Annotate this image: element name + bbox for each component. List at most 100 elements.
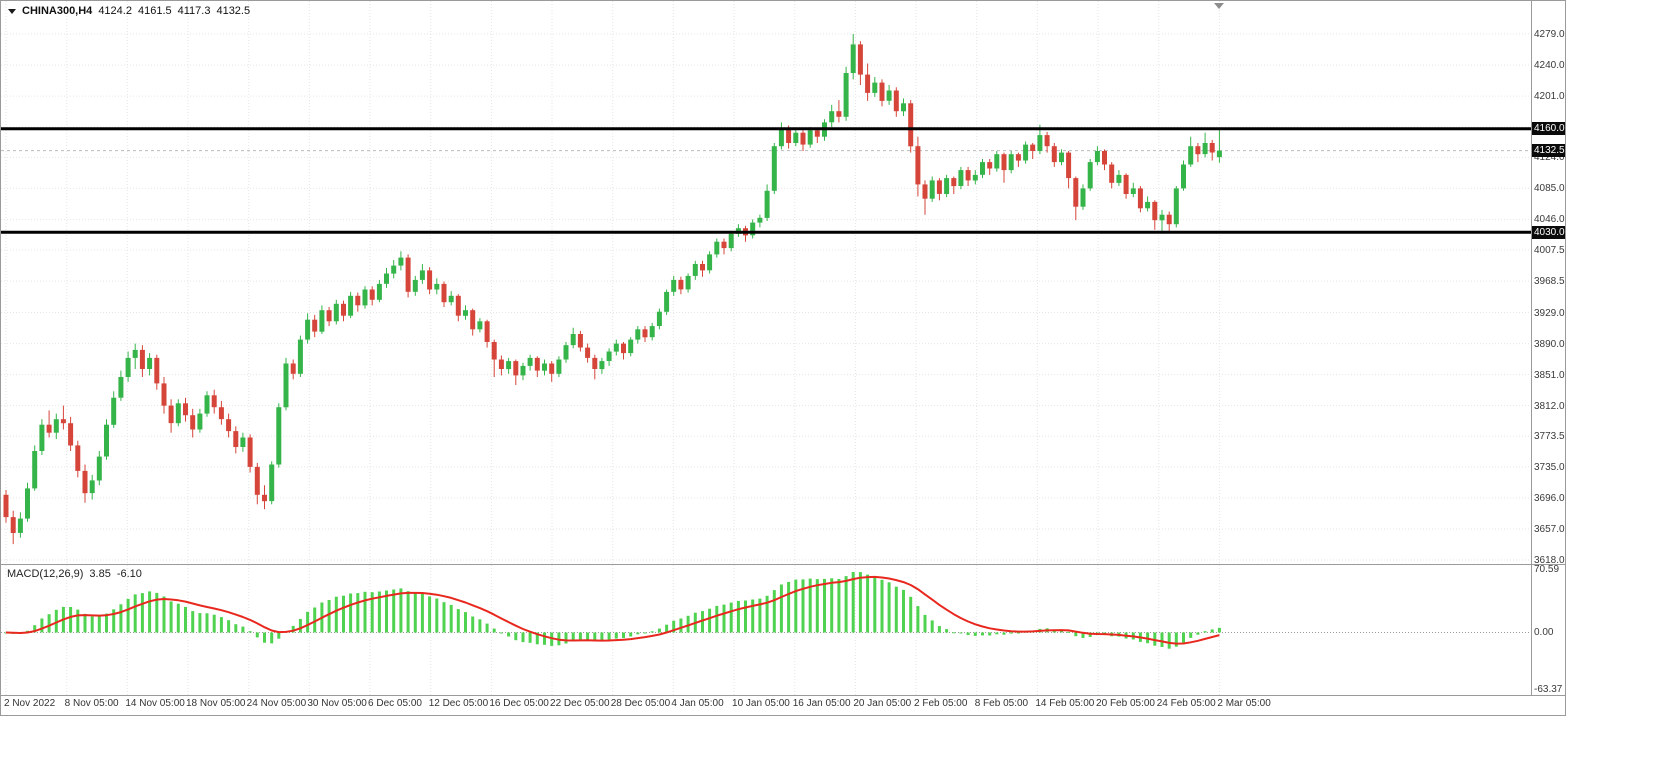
candle-body — [398, 257, 404, 266]
macd-histogram-bar — [83, 613, 87, 633]
macd-histogram-bar — [370, 592, 374, 633]
time-axis-label: 24 Feb 05:00 — [1156, 698, 1216, 709]
candle-body — [829, 111, 835, 123]
macd-histogram-bar — [729, 602, 733, 633]
candle-body — [972, 174, 978, 181]
candle-body — [936, 180, 942, 194]
candle-body — [183, 403, 188, 416]
candle-body — [850, 44, 856, 73]
macd-histogram-bar — [499, 632, 503, 634]
chart-title: CHINA300,H4 4124.2 4161.5 4117.3 4132.5 — [8, 5, 250, 17]
candle-body — [283, 363, 289, 408]
macd-histogram-bar — [758, 598, 762, 633]
macd-tick-label: 0.00 — [1534, 627, 1554, 639]
macd-histogram-bar — [751, 599, 755, 633]
candle-body — [656, 311, 662, 326]
main-price-chart[interactable] — [1, 1, 1531, 564]
candle-body — [369, 289, 375, 300]
macd-histogram-bar — [298, 618, 302, 633]
macd-histogram-bar — [90, 616, 94, 633]
macd-histogram-bar — [456, 609, 460, 633]
macd-histogram-bar — [543, 632, 546, 645]
time-axis-label: 18 Nov 05:00 — [186, 698, 246, 709]
time-axis-label: 16 Jan 05:00 — [792, 698, 851, 709]
macd-histogram-bar — [291, 625, 295, 633]
price-tick-label: 4124.0 — [1534, 152, 1565, 164]
candle-body — [60, 419, 66, 424]
candle-body — [463, 310, 468, 316]
macd-histogram-bar — [227, 620, 231, 633]
macd-axis[interactable]: 70.59 0.00 -63.37 — [1532, 564, 1565, 696]
macd-histogram-bar — [722, 604, 726, 633]
candle-body — [46, 424, 52, 433]
macd-histogram-bar — [1167, 632, 1171, 649]
macd-histogram-bar — [715, 605, 719, 633]
macd-histogram-bar — [435, 598, 439, 633]
time-axis-label: 20 Feb 05:00 — [1096, 698, 1155, 709]
candle-body — [1137, 188, 1143, 209]
candle-body — [470, 310, 476, 330]
candle-body — [25, 488, 30, 519]
symbol-dropdown-icon[interactable] — [8, 8, 16, 14]
candle-body — [599, 361, 605, 370]
main-macd-separator[interactable] — [1, 564, 1565, 565]
macd-histogram-bar — [586, 632, 590, 641]
price-axis[interactable]: 4279.04240.04201.04162.04124.04085.04046… — [1532, 1, 1565, 567]
macd-histogram-bar — [779, 584, 783, 633]
macd-histogram-bar — [234, 624, 238, 633]
candle-body — [1001, 154, 1007, 171]
candle-body — [621, 343, 626, 354]
macd-histogram-bar — [894, 586, 898, 633]
macd-histogram-bar — [119, 604, 123, 633]
candle-body — [915, 146, 921, 185]
candle-body — [520, 365, 526, 376]
price-tick-label: 3618.0 — [1534, 555, 1565, 567]
candle-body — [1008, 154, 1014, 171]
candle-body — [793, 132, 799, 143]
candle-body — [297, 339, 303, 374]
macd-histogram-bar — [392, 589, 396, 633]
price-tick-label: 4240.0 — [1534, 60, 1565, 72]
candle-body — [441, 283, 447, 303]
macd-histogram-bar — [564, 632, 568, 644]
candle-body — [800, 132, 806, 145]
candle-body — [958, 170, 964, 186]
candle-body — [32, 451, 38, 489]
macd-histogram-bar — [1067, 631, 1071, 633]
time-axis-label: 30 Nov 05:00 — [307, 698, 367, 709]
macd-histogram-bar — [887, 582, 891, 633]
candle-body — [247, 437, 253, 467]
macd-histogram-bar — [629, 632, 633, 637]
macd-histogram-bar — [76, 609, 80, 633]
macd-histogram-bar — [105, 613, 108, 633]
price-tick-label: 3812.0 — [1534, 400, 1565, 412]
candle-body — [448, 295, 454, 303]
macd-histogram-bar — [126, 598, 130, 633]
candle-body — [542, 363, 547, 371]
macd-histogram-bar — [464, 612, 467, 633]
macd-histogram-bar — [765, 595, 769, 633]
time-axis-label: 20 Jan 05:00 — [853, 698, 912, 709]
candle-body — [987, 162, 993, 169]
time-axis-label: 2 Nov 2022 — [4, 698, 56, 709]
macd-histogram-bar — [133, 594, 137, 633]
chart-shift-marker[interactable] — [1214, 3, 1224, 9]
macd-histogram-bar — [1081, 632, 1085, 638]
candle-body — [807, 130, 813, 145]
candle-body — [125, 357, 131, 377]
candle-body — [168, 405, 174, 424]
time-axis[interactable]: 2 Nov 2022 8 Nov 05:00 14 Nov 05:00 18 Nov … — [1, 698, 1531, 714]
time-axis-label: 6 Dec 05:00 — [368, 698, 422, 709]
candle-body — [534, 357, 540, 371]
macd-panel[interactable] — [1, 565, 1531, 695]
candle-body — [147, 357, 153, 369]
time-axis-label: 28 Dec 05:00 — [610, 698, 671, 709]
macd-histogram-bar — [607, 632, 611, 641]
macd-histogram-bar — [471, 616, 475, 633]
macd-histogram-bar — [837, 579, 841, 633]
candle-body — [786, 128, 792, 143]
candle-body — [649, 326, 655, 338]
candle-body — [1166, 214, 1172, 225]
candle-body — [1181, 164, 1186, 189]
candle-body — [290, 363, 296, 374]
